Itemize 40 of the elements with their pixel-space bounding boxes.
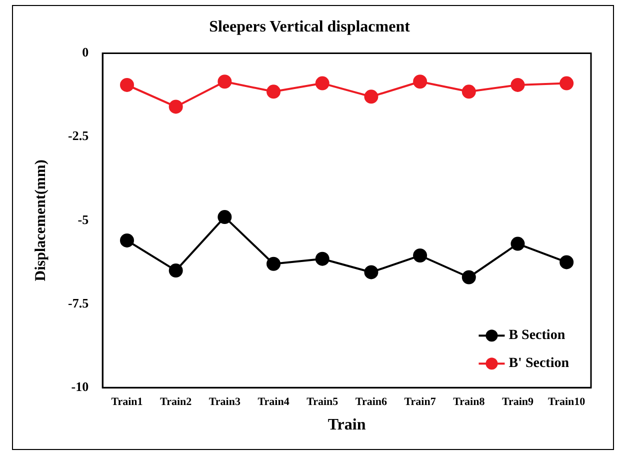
- x-tick-label: Train6: [355, 396, 388, 408]
- x-tick-label: Train4: [258, 396, 290, 408]
- point: [462, 84, 476, 99]
- x-tick-label: Train8: [453, 396, 486, 408]
- x-tick-label: Train9: [502, 396, 534, 408]
- x-tick-label: Train3: [208, 396, 241, 408]
- point: [168, 264, 183, 278]
- legend-label: B' Section: [508, 356, 570, 372]
- y-tick-label: -5: [78, 212, 90, 227]
- x-axis-title: Train: [328, 416, 366, 434]
- y-axis-title: Displacement(mm): [32, 160, 49, 282]
- x-tick-label: Train1: [111, 396, 143, 408]
- y-tick-label: -7.5: [68, 295, 90, 310]
- x-tick-label: Train2: [160, 396, 192, 408]
- point: [266, 256, 281, 271]
- point: [315, 76, 330, 90]
- x-tick-label: Train7: [404, 396, 436, 408]
- point: [560, 255, 574, 270]
- point: [120, 78, 134, 92]
- x-tick-label: Train10: [548, 396, 586, 408]
- point: [168, 100, 183, 114]
- point: [560, 76, 574, 90]
- point: [364, 90, 378, 104]
- point: [266, 84, 281, 99]
- y-tick-label: -10: [71, 378, 89, 394]
- point: [413, 248, 428, 263]
- y-tick-label: 0: [82, 44, 89, 60]
- y-tick-label: -2.5: [68, 128, 90, 144]
- point: [218, 210, 232, 224]
- x-tick-label: Train5: [306, 396, 339, 408]
- point: [315, 252, 330, 266]
- point: [364, 265, 378, 280]
- chart-title: Sleepers Vertical displacment: [209, 18, 411, 36]
- point: [218, 74, 232, 89]
- point: [413, 74, 428, 89]
- point: [510, 236, 525, 251]
- point: [462, 270, 476, 284]
- point: [510, 78, 525, 92]
- legend-label: B Section: [508, 328, 566, 344]
- point: [120, 233, 134, 248]
